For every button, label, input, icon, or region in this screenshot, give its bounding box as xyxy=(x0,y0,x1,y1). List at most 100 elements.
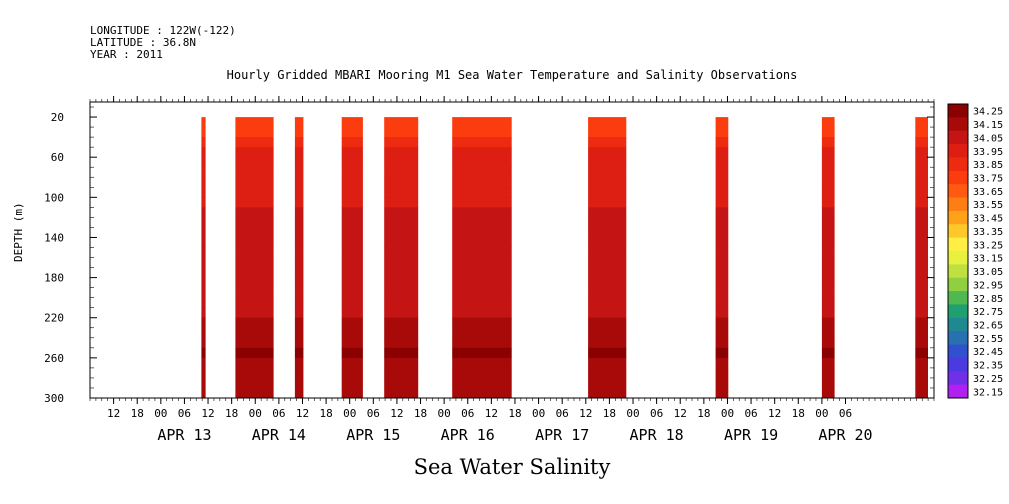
heat-cell xyxy=(821,237,835,248)
heat-cell xyxy=(452,247,512,258)
heat-cell xyxy=(341,367,363,379)
colorbar-label: 32.85 xyxy=(973,294,1003,305)
data-block xyxy=(201,117,206,399)
heat-cell xyxy=(915,167,928,178)
heat-cell xyxy=(201,237,206,248)
heat-cell xyxy=(235,267,274,279)
heat-cell xyxy=(384,137,419,148)
heat-cell xyxy=(341,257,363,268)
heat-cell xyxy=(452,317,512,329)
colorbar-label: 34.25 xyxy=(973,107,1003,118)
x-day-label: APR 20 xyxy=(818,426,872,444)
heat-cell xyxy=(915,337,928,349)
heat-cell xyxy=(452,207,512,218)
heat-cell xyxy=(821,337,835,349)
heat-cell xyxy=(235,357,274,369)
heat-cell xyxy=(715,207,729,218)
heat-cell xyxy=(588,277,627,289)
heat-cell xyxy=(384,187,419,198)
heat-cell xyxy=(235,197,274,208)
heat-cell xyxy=(384,227,419,238)
data-block xyxy=(235,117,274,399)
colorbar-swatch xyxy=(948,144,968,158)
heat-cell xyxy=(341,117,363,128)
heat-cell xyxy=(715,297,729,309)
heat-cell xyxy=(201,197,206,208)
x-tick-label: 00 xyxy=(626,407,639,420)
heat-cell xyxy=(201,297,206,309)
heat-cell xyxy=(821,317,835,329)
year-label: YEAR : 2011 xyxy=(90,48,163,61)
heat-cell xyxy=(235,247,274,258)
heat-cell xyxy=(294,337,304,349)
x-tick-label: 12 xyxy=(768,407,781,420)
heat-cell xyxy=(588,207,627,218)
heat-cell xyxy=(341,197,363,208)
heat-cell xyxy=(821,127,835,138)
heat-cell xyxy=(235,207,274,218)
heat-cell xyxy=(715,237,729,248)
heat-cell xyxy=(715,307,729,319)
x-tick-label: 18 xyxy=(414,407,427,420)
x-tick-label: 18 xyxy=(508,407,521,420)
heat-cell xyxy=(588,327,627,339)
colorbar-swatch xyxy=(948,371,968,386)
heat-cell xyxy=(588,337,627,349)
heat-cell xyxy=(341,217,363,228)
x-tick-label: 12 xyxy=(201,407,214,420)
heat-cell xyxy=(235,237,274,248)
heat-cell xyxy=(821,147,835,158)
colorbar-swatch xyxy=(948,104,968,118)
heat-cell xyxy=(384,287,419,299)
colorbar-label: 32.75 xyxy=(973,307,1003,318)
x-tick-label: 18 xyxy=(792,407,805,420)
colorbar-label: 33.75 xyxy=(973,174,1003,185)
heat-cell xyxy=(588,317,627,329)
heat-cell xyxy=(235,287,274,299)
heat-cell xyxy=(201,157,206,168)
heat-cell xyxy=(715,267,729,279)
heat-cell xyxy=(715,388,729,399)
heat-cell xyxy=(915,287,928,299)
colorbar-label: 32.35 xyxy=(973,361,1003,372)
colorbar-label: 33.15 xyxy=(973,254,1003,265)
colorbar-label: 33.95 xyxy=(973,147,1003,158)
colorbar-label: 33.35 xyxy=(973,227,1003,238)
heat-cell xyxy=(384,207,419,218)
colorbar-swatch xyxy=(948,357,968,372)
x-tick-label: 06 xyxy=(461,407,474,420)
heat-cell xyxy=(235,388,274,399)
heat-cell xyxy=(715,137,729,148)
heat-cell xyxy=(715,287,729,299)
heat-cell xyxy=(715,347,729,359)
heat-cell xyxy=(235,227,274,238)
heat-cell xyxy=(715,217,729,228)
heat-cell xyxy=(821,347,835,359)
heat-cell xyxy=(452,287,512,299)
heat-cell xyxy=(294,257,304,268)
heat-cell xyxy=(235,157,274,168)
x-tick-label: 06 xyxy=(272,407,285,420)
heat-cell xyxy=(452,237,512,248)
heat-cell xyxy=(915,357,928,369)
heat-cell xyxy=(294,127,304,138)
heat-cell xyxy=(384,377,419,389)
x-tick-label: 06 xyxy=(178,407,191,420)
heat-cell xyxy=(341,297,363,309)
latitude-label: LATITUDE : 36.8N xyxy=(90,36,196,49)
y-tick-label: 100 xyxy=(44,191,64,204)
heat-cell xyxy=(821,357,835,369)
heat-cell xyxy=(384,317,419,329)
x-tick-label: 06 xyxy=(556,407,569,420)
heat-cell xyxy=(384,267,419,279)
heat-cell xyxy=(201,337,206,349)
heat-cell xyxy=(201,227,206,238)
plot-frame xyxy=(89,101,935,399)
heat-cell xyxy=(235,337,274,349)
heat-cell xyxy=(821,207,835,218)
heat-cell xyxy=(201,167,206,178)
heat-cell xyxy=(915,217,928,228)
x-tick-label: 00 xyxy=(532,407,545,420)
heat-cell xyxy=(341,357,363,369)
heat-cell xyxy=(294,237,304,248)
